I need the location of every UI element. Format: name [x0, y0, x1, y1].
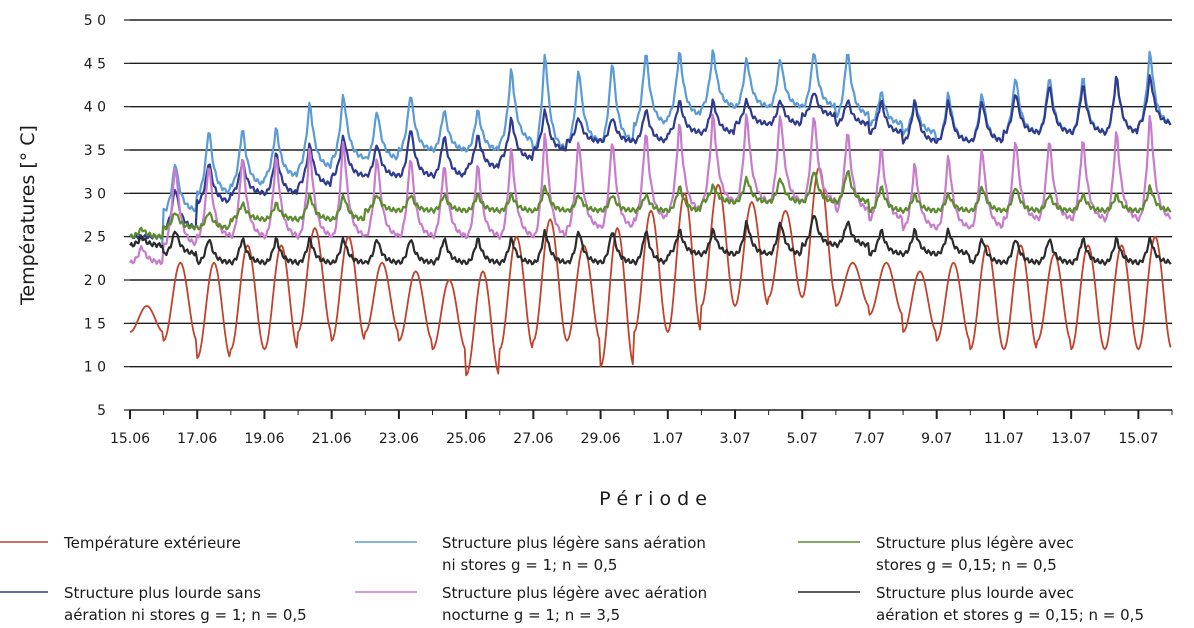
y-tick-label: 3 0 — [84, 186, 106, 202]
x-tick-label: 1.07 — [652, 431, 683, 447]
series-line-4 — [129, 113, 1172, 266]
y-tick-label: 5 — [97, 403, 106, 419]
x-tick-label: 17.06 — [177, 431, 217, 447]
x-tick-label: 25.06 — [446, 431, 486, 447]
x-tick-label: 27.06 — [513, 431, 553, 447]
x-tick-label: 9.07 — [921, 431, 952, 447]
x-tick-label: 19.06 — [244, 431, 284, 447]
series-line-6 — [129, 214, 1172, 266]
x-tick-label: 21.06 — [312, 431, 352, 447]
x-tick-label: 29.06 — [581, 431, 621, 447]
series-lines — [129, 49, 1172, 377]
grid-lines — [130, 19, 1172, 368]
y-tick-label: 4 0 — [84, 100, 106, 116]
legend: Température extérieure Structure plus lég… — [0, 534, 1144, 624]
x-tick-labels: 15.06 17.06 19.06 21.06 23.06 25.06 27.06 29.06… — [110, 410, 1173, 447]
y-tick-label: 3 5 — [84, 143, 106, 159]
x-tick-label: 15.06 — [110, 431, 150, 447]
y-tick-label: 2 0 — [84, 273, 106, 289]
legend-label: aération et stores g = 0,15; n = 0,5 — [876, 606, 1144, 624]
legend-label: ni stores g = 1; n = 0,5 — [442, 556, 617, 574]
legend-label: Structure plus légère avec — [876, 534, 1074, 552]
legend-label: Structure plus légère avec aération — [442, 584, 707, 602]
x-tick-label: 15.07 — [1118, 431, 1158, 447]
y-axis-title: Températures [° C] — [17, 125, 39, 306]
y-tick-label: 2 5 — [84, 230, 106, 246]
y-tick-label: 1 0 — [84, 360, 106, 376]
y-tick-labels: 5 1 0 1 5 2 0 2 5 3 0 3 5 4 0 4 5 5 0 — [84, 13, 130, 419]
x-tick-label: 7.07 — [854, 431, 885, 447]
series-line-3 — [129, 74, 1172, 240]
legend-label: Structure plus lourde sans — [64, 584, 261, 602]
x-tick-label: 5.07 — [787, 431, 818, 447]
legend-label: Structure plus légère sans aération — [442, 534, 706, 552]
legend-label: Structure plus lourde avec — [876, 584, 1074, 602]
series-line-5 — [129, 169, 1172, 240]
legend-label: nocturne g = 1; n = 3,5 — [442, 606, 620, 624]
legend-label: stores g = 0,15; n = 0,5 — [876, 556, 1057, 574]
y-tick-label: 4 5 — [84, 56, 106, 72]
y-tick-label: 1 5 — [84, 316, 106, 332]
y-tick-label: 5 0 — [84, 13, 106, 29]
x-tick-label: 23.06 — [379, 431, 419, 447]
legend-label: Température extérieure — [63, 534, 241, 552]
x-tick-label: 13.07 — [1051, 431, 1091, 447]
legend-label: aération ni stores g = 1; n = 0,5 — [64, 606, 307, 624]
x-axis-title: P é r i o d e — [599, 488, 707, 510]
x-tick-label: 3.07 — [719, 431, 750, 447]
x-tick-label: 11.07 — [984, 431, 1024, 447]
series-line-1 — [129, 166, 1172, 377]
